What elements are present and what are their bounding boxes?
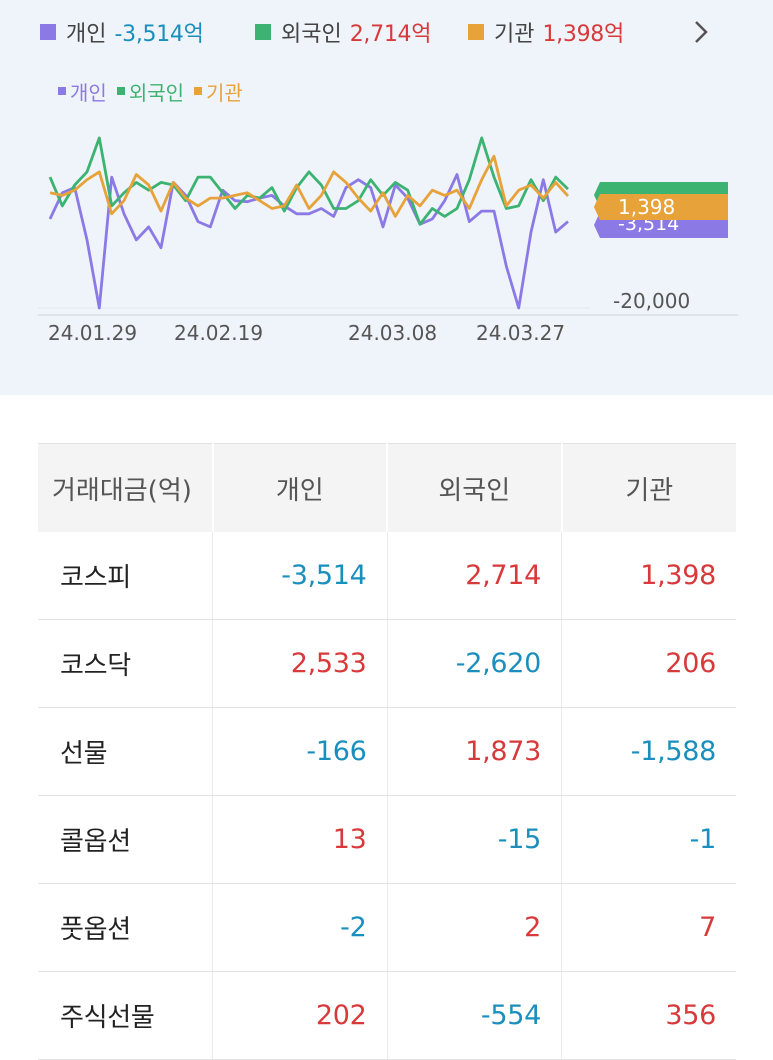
table-cell: -166 (212, 707, 388, 796)
table-row: 코스피 -3,514 2,714 1,398 (38, 532, 736, 620)
chevron-right-icon[interactable] (690, 18, 714, 46)
table-row: 풋옵션 -2 2 7 (38, 883, 736, 972)
investor-summary: 개인 -3,514억 외국인 2,714억 기관 1,398억 (0, 14, 773, 50)
table-cell: 202 (212, 971, 388, 1060)
row-label: 풋옵션 (38, 883, 213, 972)
row-label: 코스닥 (38, 619, 213, 708)
table-cell: 1,873 (387, 707, 562, 796)
table-cell: 7 (561, 883, 736, 972)
summary-individual: 개인 -3,514억 (40, 14, 204, 50)
row-label: 주식선물 (38, 971, 213, 1060)
series-line-2 (49, 154, 570, 218)
table-cell: 2 (387, 883, 562, 972)
foreign-color-square (255, 24, 271, 40)
summary-institution: 기관 1,398억 (468, 14, 624, 50)
legend-item: 외국인 (116, 77, 185, 106)
legend-swatch (116, 87, 125, 95)
summary-value: 2,714억 (349, 22, 432, 47)
section-divider (0, 395, 773, 443)
table-cell: -1 (561, 795, 736, 884)
chart-legend: 개인 외국인 기관 (58, 76, 253, 106)
header-individual: 개인 (212, 443, 388, 532)
y-tick-label: -20,000 (613, 289, 690, 313)
legend-label: 개인 (70, 80, 107, 105)
investor-chart-panel: 개인 -3,514억 외국인 2,714억 기관 1,398억 개인 외국인 기… (0, 0, 773, 395)
row-label: 콜옵션 (38, 795, 213, 884)
series-line-1 (48, 136, 569, 226)
row-label: 코스피 (38, 532, 213, 620)
table-cell: -15 (387, 795, 562, 884)
summary-foreign: 외국인 2,714억 (255, 14, 431, 50)
table-cell: -2 (212, 883, 388, 972)
x-tick-label: 24.03.08 (348, 321, 437, 345)
table-cell: 1,398 (561, 532, 736, 620)
table-row: 주식선물 202 -554 356 (38, 971, 736, 1060)
header-foreign: 외국인 (387, 443, 563, 532)
table-cell: -2,620 (387, 619, 562, 708)
individual-color-square (40, 24, 56, 40)
x-tick-label: 24.02.19 (174, 321, 263, 345)
legend-label: 기관 (206, 80, 243, 105)
legend-item: 개인 (58, 77, 107, 106)
end-tag-institution-front (594, 194, 728, 220)
table-row: 코스닥 2,533 -2,620 206 (38, 619, 736, 708)
end-label-institution: 1,398 (618, 195, 675, 219)
legend-swatch (58, 87, 66, 95)
series-line-0 (48, 173, 569, 310)
table-cell: 356 (561, 971, 736, 1060)
table-cell: 206 (561, 619, 736, 708)
legend-swatch (194, 87, 203, 95)
table-cell: -1,588 (561, 707, 736, 796)
table-header-row: 거래대금(억) 개인 외국인 기관 (38, 443, 736, 532)
table-row: 선물 -166 1,873 -1,588 (38, 707, 736, 796)
table-cell: -554 (387, 971, 562, 1060)
table-cell: -3,514 (212, 532, 388, 620)
institution-color-square (468, 24, 484, 40)
row-label: 선물 (38, 707, 213, 796)
header-trading-value: 거래대금(억) (38, 443, 214, 532)
legend-item: 기관 (194, 77, 243, 106)
x-tick-label: 24.03.27 (476, 321, 565, 345)
trading-value-table: 거래대금(억) 개인 외국인 기관 코스피 -3,514 2,714 1,398 코스닥… (38, 443, 736, 1060)
x-tick-label: 24.01.29 (48, 321, 137, 345)
summary-value: -3,514억 (114, 22, 204, 47)
legend-label: 외국인 (128, 80, 185, 105)
table-cell: 2,533 (212, 619, 388, 708)
summary-label: 기관 (494, 22, 535, 47)
table-row: 콜옵션 13 -15 -1 (38, 795, 736, 884)
summary-label: 외국인 (281, 22, 342, 47)
summary-value: 1,398억 (542, 22, 624, 47)
table-cell: 13 (212, 795, 388, 884)
table-cell: 2,714 (387, 532, 562, 620)
header-institution: 기관 (561, 443, 736, 532)
summary-label: 개인 (66, 22, 107, 47)
